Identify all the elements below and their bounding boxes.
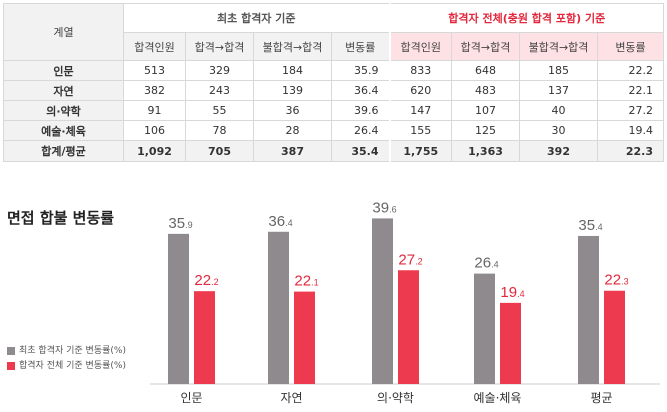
- legend-swatch-red: [7, 361, 15, 370]
- legend-item-total: 합격자 전체 기준 변동률(%): [7, 358, 126, 371]
- bar-initial: [168, 233, 189, 384]
- col-header: 변동률: [597, 32, 664, 61]
- bar-total: [500, 302, 521, 384]
- chart-title: 면접 합불 변동률: [7, 209, 115, 227]
- category-label: 평균: [590, 391, 612, 405]
- table-cell: 1,092: [123, 140, 186, 162]
- table-cell: 22.1: [597, 80, 664, 101]
- category-label: 예술·체육: [474, 391, 522, 405]
- table-cell: 35.4: [331, 140, 390, 162]
- table-cell: 22.3: [597, 140, 664, 162]
- table-row: 예술·체육 106 78 28 26.4 155 125 30 19.4: [3, 120, 664, 141]
- table-cell: 22.2: [597, 60, 664, 81]
- data-label: 26.4: [474, 255, 498, 272]
- col-header: 불합격→합격: [519, 32, 598, 61]
- legend-swatch-gray: [7, 346, 15, 355]
- col-header: 변동률: [331, 32, 390, 61]
- bar-total: [194, 291, 215, 384]
- col-header: 합격→합격: [185, 32, 254, 61]
- table-cell: 392: [519, 140, 598, 162]
- bar-initial: [268, 231, 289, 384]
- data-label: 22.2: [194, 272, 218, 289]
- bar-initial: [474, 273, 495, 384]
- data-label: 27.2: [398, 251, 422, 268]
- data-label: 22.3: [604, 272, 628, 289]
- table-cell: 833: [388, 60, 452, 81]
- col-header: 합격→합격: [451, 32, 520, 61]
- table-cell: 19.4: [597, 120, 664, 141]
- table-cell: 185: [519, 60, 598, 81]
- table-cell: 329: [185, 60, 254, 81]
- category-label: 의·약학: [377, 390, 414, 405]
- category-label: 자연: [280, 391, 302, 405]
- data-table: 계열 최초 합격자 기준 합격자 전체(충원 합격 포함) 기준 합격인원 합격…: [3, 3, 664, 162]
- data-label: 35.4: [578, 217, 602, 234]
- legend-item-initial: 최초 합격자 기준 변동률(%): [7, 343, 126, 356]
- table-cell: 387: [253, 140, 332, 162]
- table-cell: 1,363: [451, 140, 520, 162]
- bar-initial: [372, 218, 393, 384]
- table-cell: 125: [451, 120, 520, 141]
- data-label: 36.4: [268, 213, 292, 230]
- data-label: 39.6: [372, 199, 396, 216]
- row-label: 인문: [3, 60, 124, 81]
- legend-label-total: 합격자 전체 기준 변동률(%): [19, 361, 126, 371]
- category-label: 인문: [180, 391, 202, 405]
- group2-title: 합격자 전체(충원 합격 포함) 기준: [388, 3, 664, 33]
- table-cell: 137: [519, 80, 598, 101]
- row-label: 예술·체육: [3, 120, 124, 141]
- table-cell: 155: [388, 120, 452, 141]
- data-label: 19.4: [500, 284, 524, 301]
- table-cell: 705: [185, 140, 254, 162]
- bar-total: [604, 290, 625, 384]
- table-row: 의·약학 91 55 36 39.6 147 107 40 27.2: [3, 100, 664, 121]
- table-cell: 78: [185, 120, 254, 141]
- col-header: 합격인원: [388, 32, 452, 61]
- row-header: 계열: [3, 3, 124, 61]
- col-header: 불합격→합격: [253, 32, 332, 61]
- table-row: 합계/평균 1,092 705 387 35.4 1,755 1,363 392 22.3: [3, 140, 664, 162]
- col-header: 합격인원: [123, 32, 186, 61]
- bar-total: [398, 270, 419, 384]
- table-body: 인문 513 329 184 35.9 833 648 185 22.2 자연 382 243 139 3…: [3, 60, 664, 162]
- data-label: 35.9: [168, 215, 192, 232]
- bar-initial: [578, 235, 599, 384]
- legend-label-initial: 최초 합격자 기준 변동률(%): [19, 346, 126, 356]
- bar-total: [294, 291, 315, 384]
- data-label: 22.1: [294, 273, 318, 290]
